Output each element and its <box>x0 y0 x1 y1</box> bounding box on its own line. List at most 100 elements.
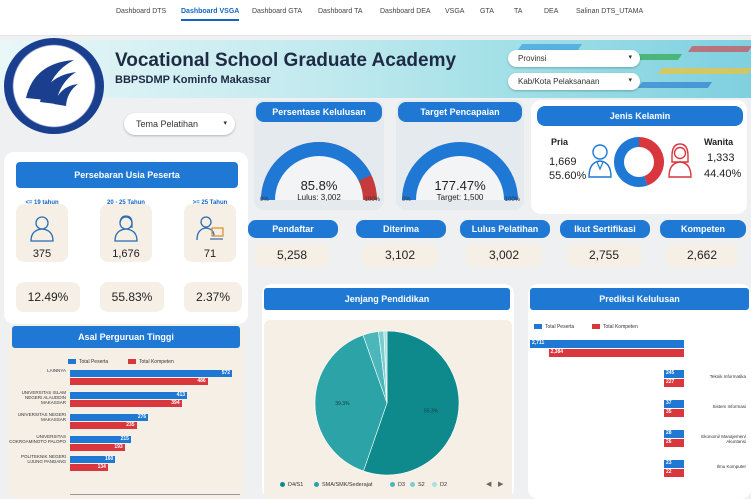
tab-dashboard-dea[interactable]: Dashboard DEA <box>380 8 431 15</box>
prediksi-title: Prediksi Kelulusan <box>530 288 749 310</box>
prediksi-card: Prediksi Kelulusan Total Peserta Total K… <box>528 284 751 499</box>
legend-label: Total Kompeten <box>603 324 638 330</box>
asal-pt-bar-value: 215 <box>120 436 129 442</box>
prediksi-bar-value: 2,384 <box>550 349 564 355</box>
legend-dot <box>314 482 319 488</box>
legend-dot <box>390 482 395 488</box>
tab-ta[interactable]: TA <box>514 8 523 15</box>
legend-dot <box>280 482 285 488</box>
prediksi-bar-peserta[interactable]: 37 <box>664 400 684 408</box>
kominfo-logo <box>4 38 104 134</box>
asal-pt-bar-value: 394 <box>171 400 180 406</box>
legend-swatch <box>592 324 600 330</box>
prediksi-bar-value: 28 <box>666 430 672 436</box>
pie-slice-sma-smk-sederajat[interactable] <box>314 334 388 472</box>
kelulusan-sub: Lulus: 3,002 <box>297 193 341 202</box>
asal-pt-category-label: UNIVERSITAS COKROAMINOTO PALOPO <box>9 434 66 444</box>
jenjang-pie-chart: 55.3% 39.3% <box>314 330 460 476</box>
legend-label: S2 <box>418 482 425 488</box>
legend-dot <box>432 482 437 488</box>
kabkota-dropdown[interactable]: Kab/Kota Pelaksanaan ▾ <box>508 73 640 90</box>
prediksi-bar-peserta[interactable]: 245 <box>664 370 684 378</box>
usia-group-3-label: >= 25 Tahun <box>192 200 228 206</box>
target-card: Target Pencapaian 177.47% Target: 1,500 … <box>396 100 524 210</box>
asal-pt-bar-value: 235 <box>126 422 135 428</box>
kabkota-dropdown-label: Kab/Kota Pelaksanaan <box>518 77 600 86</box>
asal-pt-bar-peserta[interactable]: 160 <box>70 456 116 463</box>
jenjang-legend-item: SMA/SMK/Sederajat <box>314 482 372 488</box>
asal-pt-legend-kompeten: Total Kompeten <box>128 359 174 365</box>
chevron-down-icon: ▾ <box>628 54 632 61</box>
jenjang-legend-item: S2 <box>410 482 425 488</box>
jenjang-card: Jenjang Pendidikan 55.3% 39.3% D4/S1 SMA/S… <box>262 284 514 499</box>
asal-pt-bar-value: 193 <box>114 444 123 450</box>
pie-slice-d2[interactable] <box>383 330 388 404</box>
jenjang-title: Jenjang Pendidikan <box>264 288 510 310</box>
prediksi-bar-value: 35 <box>666 409 672 415</box>
prediksi-category-label: Ekonomi/ Manajemen/ Akuntansi <box>701 434 746 444</box>
target-gauge <box>402 142 518 200</box>
jenjang-legend-item: D2 <box>432 482 447 488</box>
usia-group-3 <box>184 204 236 262</box>
prediksi-category-label: Teknik Informatika <box>709 374 746 379</box>
wanita-pct: 44.40% <box>704 168 742 180</box>
prediksi-legend-kompeten: Total Kompeten <box>592 324 638 330</box>
tab-dashboard-vsga[interactable]: Dashboard VSGA <box>181 8 240 21</box>
asal-pt-bar-peserta[interactable]: 276 <box>70 414 149 421</box>
tema-pelatihan-dropdown[interactable]: Tema Pelatihan ▾ <box>124 113 235 135</box>
gender-donut <box>614 137 664 187</box>
office-worker-icon <box>196 216 224 241</box>
tab-dashboard-gta[interactable]: Dashboard GTA <box>252 8 303 15</box>
header-banner: Vocational School Graduate Academy BBPSD… <box>0 40 751 98</box>
prediksi-bar-kompeten[interactable]: 35 <box>664 409 684 417</box>
asal-pt-bar-peserta[interactable]: 413 <box>70 392 188 399</box>
tab-gta[interactable]: GTA <box>480 8 494 15</box>
jenjang-legend-item: D3 <box>390 482 405 488</box>
prediksi-bar-peserta[interactable]: 2,711 <box>530 340 684 348</box>
usia-group-2-label: 20 - 25 Tahun <box>107 200 145 206</box>
legend-label: Total Kompeten <box>139 359 174 365</box>
tab-salinan-dts-utama[interactable]: Salinan DTS_UTAMA <box>576 8 644 15</box>
prediksi-bar-kompeten[interactable]: 26 <box>664 439 684 447</box>
pie-slice-label: 39.3% <box>335 401 350 407</box>
usia-group-1-pct: 12.49% <box>16 282 80 312</box>
stat-value-2: 3,002 <box>466 243 542 267</box>
asal-pt-bar-peserta[interactable]: 215 <box>70 436 131 443</box>
chevron-down-icon: ▾ <box>223 120 227 127</box>
female-person-icon <box>668 143 692 178</box>
pria-count: 1,669 <box>549 156 577 168</box>
prediksi-bar-kompeten[interactable]: 2,384 <box>548 349 684 357</box>
kelulusan-max: 100% <box>364 197 380 203</box>
asal-pt-bar-peserta[interactable]: 572 <box>70 370 233 377</box>
legend-next-icon[interactable]: ▶ <box>498 481 504 488</box>
pie-slice-d4-s1[interactable] <box>363 330 460 476</box>
tab-vsga[interactable]: VSGA <box>445 8 465 15</box>
asal-pt-category-label: POLITEKNIK NEGERI UJUNG PANDANG <box>20 454 66 464</box>
asal-pt-bar-value: 134 <box>97 464 106 470</box>
prediksi-bar-peserta[interactable]: 23 <box>664 460 684 468</box>
provinsi-dropdown[interactable]: Provinsi ▾ <box>508 50 640 67</box>
prediksi-bar-peserta[interactable]: 28 <box>664 430 684 438</box>
asal-pt-bar-kompeten[interactable]: 134 <box>70 464 108 471</box>
tab-dashboard-dts[interactable]: Dashboard DTS <box>116 8 167 15</box>
target-max: 100% <box>504 197 520 203</box>
asal-pt-bar-kompeten[interactable]: 193 <box>70 444 125 451</box>
prediksi-bar-value: 26 <box>666 439 672 445</box>
prediksi-bar-kompeten[interactable]: 22 <box>664 469 684 477</box>
tab-dashboard-ta[interactable]: Dashboard TA <box>318 8 363 15</box>
usia-title: Persebaran Usia Peserta <box>16 162 238 188</box>
asal-pt-category-label: UNIVERSITAS ISLAM NEGERI ALAUDDIN MAKASS… <box>21 390 66 405</box>
prediksi-bar-kompeten[interactable]: 227 <box>664 379 684 387</box>
legend-swatch <box>128 359 136 365</box>
tab-dea[interactable]: DEA <box>544 8 559 15</box>
legend-prev-icon[interactable]: ◀ <box>486 481 492 488</box>
page-subtitle: BBPSDMP Kominfo Makassar <box>115 74 271 86</box>
asal-pt-bar-kompeten[interactable]: 235 <box>70 422 137 429</box>
prediksi-bar-value: 23 <box>666 460 672 466</box>
asal-pt-bar-value: 572 <box>221 370 231 376</box>
prediksi-bar-value: 245 <box>666 370 675 376</box>
asal-pt-bar-kompeten[interactable]: 486 <box>70 378 208 385</box>
asal-pt-bar-kompeten[interactable]: 394 <box>70 400 182 407</box>
stat-value-4: 2,662 <box>666 243 738 267</box>
prediksi-bar-value: 2,711 <box>532 340 545 346</box>
